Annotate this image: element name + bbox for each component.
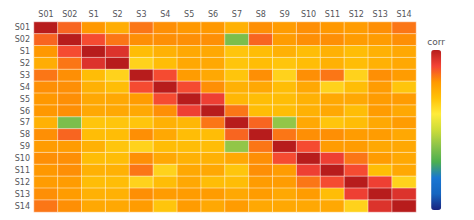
svg-text:S13: S13 [373,10,388,19]
svg-text:S14: S14 [15,202,30,211]
svg-text:S8: S8 [256,10,266,19]
svg-text:S7: S7 [232,10,242,19]
svg-text:S13: S13 [15,190,30,199]
svg-text:S4: S4 [160,10,170,19]
svg-text:S01: S01 [15,23,30,32]
svg-text:S11: S11 [325,10,340,19]
svg-text:S02: S02 [62,10,77,19]
svg-text:S7: S7 [20,118,30,127]
svg-text:S14: S14 [396,10,411,19]
svg-text:S10: S10 [15,154,30,163]
svg-text:S3: S3 [136,10,146,19]
svg-text:S2: S2 [112,10,122,19]
svg-text:S5: S5 [20,95,30,104]
svg-text:corr: corr [427,37,445,47]
svg-text:S12: S12 [349,10,364,19]
svg-text:S02: S02 [15,35,30,44]
svg-text:S12: S12 [15,178,30,187]
svg-text:S11: S11 [15,166,30,175]
svg-text:S6: S6 [20,107,30,116]
svg-text:S10: S10 [301,10,316,19]
svg-text:S3: S3 [20,71,30,80]
svg-text:S6: S6 [208,10,218,19]
svg-text:S9: S9 [280,10,290,19]
svg-text:S8: S8 [20,130,30,139]
svg-text:S9: S9 [20,142,30,151]
svg-text:S1: S1 [89,10,99,19]
svg-text:S1: S1 [20,47,30,56]
svg-text:S5: S5 [184,10,194,19]
svg-text:S01: S01 [38,10,53,19]
svg-text:S2: S2 [20,59,30,68]
svg-text:S4: S4 [20,83,30,92]
